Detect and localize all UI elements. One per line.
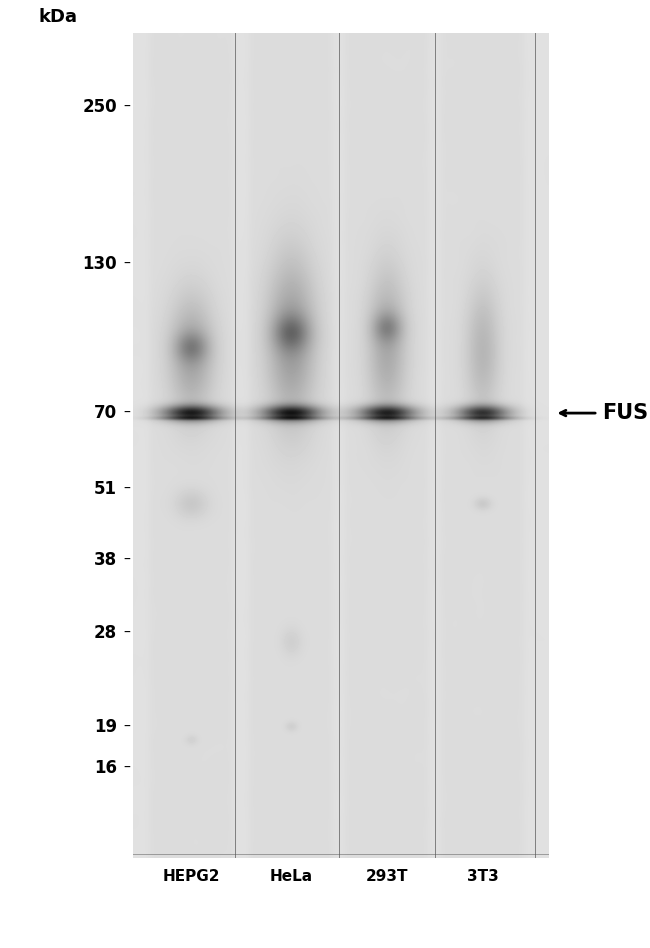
Text: HEPG2: HEPG2 [162, 869, 220, 884]
Text: 28: 28 [94, 625, 117, 643]
Text: 293T: 293T [366, 869, 408, 884]
Text: –: – [123, 761, 130, 775]
Text: 16: 16 [94, 758, 117, 776]
Text: 38: 38 [94, 551, 117, 569]
Text: –: – [123, 100, 130, 114]
Text: –: – [123, 406, 130, 420]
Text: –: – [123, 483, 130, 496]
Text: –: – [123, 627, 130, 640]
Text: kDa: kDa [39, 8, 78, 26]
Text: –: – [123, 257, 130, 271]
Text: 250: 250 [83, 98, 117, 116]
Text: 70: 70 [94, 404, 117, 422]
Text: 130: 130 [83, 255, 117, 273]
Text: –: – [123, 553, 130, 567]
Text: 3T3: 3T3 [467, 869, 499, 884]
Text: 19: 19 [94, 718, 117, 736]
Text: –: – [123, 720, 130, 734]
Text: HeLa: HeLa [270, 869, 313, 884]
Text: FUS: FUS [603, 403, 649, 423]
Text: 51: 51 [94, 481, 117, 499]
